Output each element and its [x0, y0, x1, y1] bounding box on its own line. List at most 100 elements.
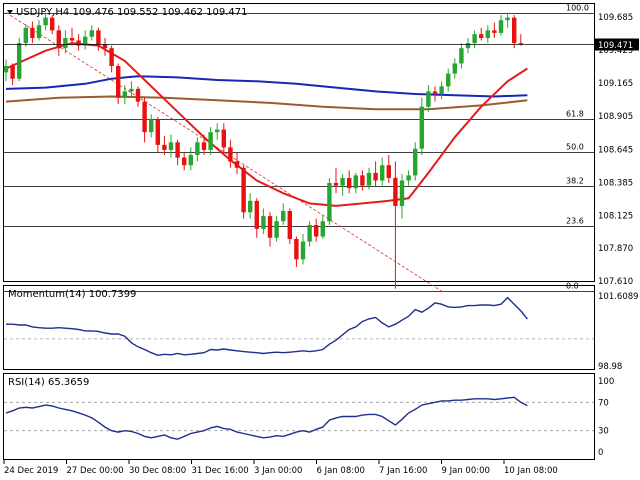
candle-bull — [17, 43, 22, 79]
moving-averages — [5, 42, 528, 207]
candle-bear — [182, 157, 187, 166]
sma-fast-line — [5, 42, 528, 207]
candle-bear — [69, 37, 75, 41]
fib-level-label: 50.0 — [566, 143, 584, 152]
momentum-tick-label: 98.98 — [598, 362, 622, 372]
candle-bull — [281, 211, 286, 222]
rsi-tick-label: 30 — [598, 427, 609, 437]
candle-bull — [406, 175, 411, 181]
candle-bull — [465, 43, 471, 49]
candle-bull — [63, 37, 68, 49]
candle-bear — [432, 91, 438, 94]
rsi-series — [5, 396, 528, 440]
candle-bear — [76, 40, 81, 46]
price-axis: 109.685 109.425 109.165 108.905 108.645 108.3… — [4, 13, 639, 287]
candle-bull — [83, 36, 88, 46]
fib-trendline — [5, 12, 442, 292]
candle-bull — [129, 88, 134, 92]
candle-bear — [109, 48, 114, 66]
candle-bear — [155, 119, 160, 145]
time-tick-label: 3 Jan 00:00 — [254, 466, 302, 476]
symbol-label: USDJPY,H4 — [16, 7, 69, 18]
candle-bear — [142, 101, 147, 133]
candle-bear — [30, 27, 35, 38]
chart-header: USDJPY,H4 109.476 109.552 109.462 109.47… — [16, 7, 247, 18]
candle-bull — [43, 17, 48, 26]
candle-bull — [472, 34, 477, 44]
candle-bull — [188, 155, 193, 166]
candle-bull — [208, 132, 213, 150]
rsi-tick-label: 70 — [598, 398, 609, 408]
fib-level-label: 38.2 — [566, 177, 584, 186]
sma-slow-line — [5, 95, 528, 111]
time-tick-label: 24 Dec 2019 — [4, 466, 58, 476]
candle-bear — [512, 17, 517, 44]
candle-bull — [215, 129, 220, 133]
candle-bull — [446, 73, 451, 87]
low-value: 109.462 — [162, 7, 203, 18]
time-tick-label: 30 Dec 08:00 — [129, 466, 186, 476]
close-value: 109.471 — [206, 7, 247, 18]
candle-bull — [485, 30, 490, 38]
price-tick-label: 108.125 — [598, 211, 633, 221]
time-tick-label: 9 Jan 00:00 — [442, 466, 490, 476]
time-axis: 24 Dec 2019 27 Dec 00:00 30 Dec 08:00 31 De… — [3, 460, 558, 476]
chart-menu-triangle-icon[interactable] — [7, 10, 13, 14]
main-price-panel — [3, 3, 595, 282]
candle-bear — [201, 142, 207, 150]
candle-bull — [320, 221, 325, 237]
candle-bear — [116, 65, 121, 98]
candle-bull — [122, 91, 127, 98]
momentum-line — [4, 296, 594, 357]
rsi-axis: 100 70 30 0 — [598, 377, 614, 458]
candle-bull — [426, 91, 431, 107]
price-tick-label: 108.645 — [598, 145, 633, 155]
candle-bear — [294, 239, 299, 260]
time-tick-label: 27 Dec 00:00 — [67, 466, 124, 476]
rsi-panel — [3, 373, 595, 460]
candle-bull — [505, 17, 510, 21]
current-price-label: 109.471 — [598, 41, 633, 51]
price-tick-label: 109.165 — [598, 79, 633, 89]
candle-bear — [50, 17, 55, 31]
candle-bear — [228, 147, 233, 162]
candle-bear — [347, 177, 352, 189]
candle-bull — [274, 221, 279, 238]
candle-bull — [36, 25, 42, 38]
candle-bull — [327, 183, 332, 222]
fibonacci-retracement: 100.0 61.8 50.0 38.2 23.6 0.0 — [4, 4, 594, 292]
time-tick-label: 31 Dec 16:00 — [192, 466, 249, 476]
candle-bear — [518, 43, 523, 45]
candle-bull — [89, 30, 94, 37]
price-tick-label: 107.610 — [598, 277, 633, 287]
price-tick-label: 107.870 — [598, 244, 633, 254]
fib-level-label: 61.8 — [566, 110, 584, 119]
candle-bull — [3, 65, 9, 73]
candle-bull — [459, 48, 464, 64]
momentum-label: Momentum(14) 100.7399 — [8, 289, 136, 300]
momentum-axis: 101.6089 98.98 — [598, 292, 639, 372]
candle-bear — [56, 30, 61, 49]
time-tick-label: 6 Jan 08:00 — [317, 466, 365, 476]
fib-level-label: 23.6 — [566, 217, 584, 226]
candle-bear — [10, 65, 15, 79]
candle-bull — [248, 200, 253, 213]
candle-bull — [23, 27, 28, 44]
candle-bull — [195, 142, 200, 156]
price-tick-label: 109.685 — [598, 13, 633, 23]
fib-level-label: 0.0 — [566, 282, 579, 291]
current-price-tag — [595, 38, 639, 51]
rsi-label: RSI(14) 65.3659 — [8, 377, 89, 388]
candle-bear — [254, 200, 259, 229]
rsi-line — [4, 396, 594, 440]
candle-bear — [492, 30, 497, 33]
momentum-tick-label: 101.6089 — [598, 292, 639, 302]
candle-bull — [307, 225, 312, 242]
price-tick-label: 108.385 — [598, 178, 633, 188]
candle-bear — [314, 225, 319, 237]
candle-bull — [261, 216, 266, 229]
candle-bear — [96, 30, 101, 45]
rsi-tick-label: 0 — [598, 448, 603, 458]
candle-bear — [393, 177, 398, 206]
rsi-tick-label: 100 — [598, 377, 614, 387]
